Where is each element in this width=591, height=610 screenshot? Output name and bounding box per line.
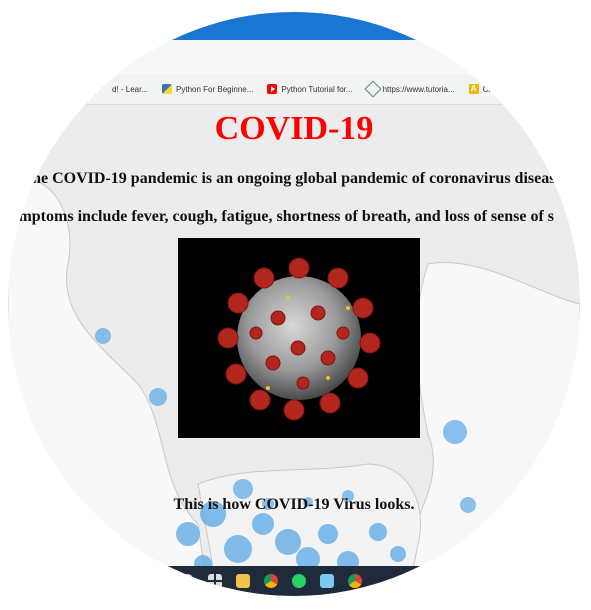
windows-taskbar [8,566,580,596]
windows-icon[interactable] [208,574,222,588]
map-dot [342,490,354,502]
map-dot [296,547,320,571]
map-dot [262,498,274,510]
symptoms-paragraph: mon symptoms include fever, cough, fatig… [8,208,555,225]
chrome-icon[interactable] [348,574,362,588]
youtube-icon [267,84,278,94]
map-dot [443,420,467,444]
folder-icon[interactable] [236,574,250,588]
browser-title-bar [8,12,580,40]
page-title: COVID-19 [214,110,374,147]
map-dot [252,513,274,535]
intro-paragraph: The COVID-19 pandemic is an ongoing glob… [21,170,567,187]
bookmark-label: https://www.tutoria... [382,84,455,94]
bookmark-label: Cla... [482,84,502,94]
map-dot [95,328,111,344]
map-landmass [197,463,422,594]
virus-body [237,276,361,400]
map-dot [460,497,476,513]
bookmark-item[interactable]: Python Tutorial for... [267,84,353,94]
map-dot [149,388,167,406]
map-dot [275,529,301,555]
image-caption: This is how COVID-19 Virus looks. [173,496,415,513]
bookmarks-bar: d! - Lear... Python For Beginne... Pytho… [8,74,580,105]
coronavirus-illustration [217,257,381,421]
map-dot [224,535,252,563]
virus-spikes [217,257,381,421]
bookmark-label: Python Tutorial for... [281,84,353,94]
bookmark-item[interactable]: d! - Lear... [112,85,148,94]
browser-icon[interactable] [180,574,194,588]
notes-icon[interactable] [320,574,334,588]
world-map-background [8,178,580,594]
circular-screenshot-frame: d! - Lear... Python For Beginne... Pytho… [8,12,580,596]
map-dot [233,479,253,499]
map-dot [176,522,200,546]
virus-image [178,238,420,438]
virus-protein-dots [266,296,350,390]
bookmark-item[interactable]: Python For Beginne... [162,84,253,94]
bookmark-item[interactable]: https://www.tutoria... [364,80,455,98]
browser-address-area [8,40,580,74]
map-dot [303,497,313,507]
map-landmass [8,178,209,594]
bookmark-label: Python For Beginne... [176,84,254,94]
bookmark-label: d! - Lear... [112,84,149,94]
web-icon [364,80,382,98]
python-icon [162,84,173,94]
map-dot [318,524,338,544]
map-dot [390,546,406,562]
classroom-icon: A [468,84,479,94]
map-dot [200,501,226,527]
whatsapp-icon[interactable] [292,574,306,588]
map-dot [369,523,387,541]
bookmark-item[interactable]: A Cla... [468,84,502,94]
chrome-icon[interactable] [264,574,278,588]
page-content: COVID-19 The COVID-19 pandemic is an ong… [8,104,580,584]
